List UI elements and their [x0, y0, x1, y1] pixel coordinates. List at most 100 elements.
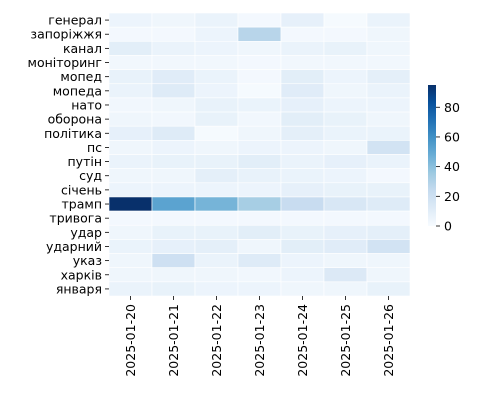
heatmap-cell [280, 40, 325, 56]
y-tick-label: января [56, 281, 102, 296]
heatmap-cell [151, 168, 196, 184]
heatmap-cell [194, 69, 239, 85]
heatmap-cell [280, 97, 325, 113]
heatmap-cell [194, 111, 239, 127]
heatmap-cell [366, 125, 411, 141]
heatmap-cell [108, 281, 153, 297]
heatmap-cell [194, 40, 239, 56]
heatmap-cell [151, 69, 196, 85]
x-tick-label: 2025-01-26 [381, 304, 396, 377]
heatmap-cell [237, 224, 282, 240]
heatmap-cell [323, 83, 368, 99]
heatmap-cell [366, 253, 411, 269]
heatmap-cell [194, 125, 239, 141]
heatmap-cell [280, 239, 325, 254]
colorbar-tick-label: 0 [444, 219, 452, 234]
x-tick-label: 2025-01-24 [295, 304, 310, 377]
heatmap-cell [108, 210, 153, 226]
y-tick-label: генерал [48, 13, 102, 28]
heatmap-cell [108, 125, 153, 141]
heatmap-cell [280, 154, 325, 169]
heatmap-cell [237, 26, 282, 42]
heatmap-cell [237, 168, 282, 184]
heatmap-cell [237, 69, 282, 85]
heatmap-cell [194, 224, 239, 240]
heatmap-cell [151, 253, 196, 269]
heatmap-cell [108, 40, 153, 56]
heatmap-cell [237, 140, 282, 155]
heatmap-cell [151, 97, 196, 113]
heatmap-cell [108, 196, 153, 212]
heatmap-cell [366, 55, 411, 70]
heatmap-cell [194, 55, 239, 70]
heatmap-cell [237, 111, 282, 127]
heatmap-cell [280, 111, 325, 127]
heatmap-cell [323, 253, 368, 269]
colorbar-gradient [428, 85, 436, 226]
heatmap-cell [323, 97, 368, 113]
heatmap-cell [108, 55, 153, 70]
heatmap-cell [366, 210, 411, 226]
heatmap-cell [323, 125, 368, 141]
x-axis-labels: 2025-01-20 2025-01-21 2025-01-22 2025-01-23… [123, 296, 396, 377]
colorbar-tick-label: 80 [444, 100, 460, 115]
heatmap-cell [323, 168, 368, 184]
heatmap-cell [151, 154, 196, 169]
y-tick-label: ударний [46, 239, 102, 254]
heatmap-cell [366, 40, 411, 56]
heatmap-cell [108, 239, 153, 254]
heatmap-cell [323, 224, 368, 240]
heatmap-cell [366, 69, 411, 85]
heatmap-cell [194, 239, 239, 254]
heatmap-cell [366, 168, 411, 184]
y-tick-label: моніторинг [28, 55, 102, 70]
heatmap-cell [237, 267, 282, 283]
heatmap-cell [323, 140, 368, 155]
heatmap-cell [108, 267, 153, 283]
heatmap-cell [108, 83, 153, 99]
heatmap-cell [151, 26, 196, 42]
heatmap-cell [194, 253, 239, 269]
heatmap-cell [108, 69, 153, 85]
heatmap-cell [108, 26, 153, 42]
x-tick-label: 2025-01-20 [123, 304, 138, 377]
heatmap-cell [366, 196, 411, 212]
heatmap-cell [194, 281, 239, 297]
colorbar-tick-label: 60 [444, 129, 460, 144]
heatmap-cell [237, 182, 282, 198]
heatmap-cell [151, 267, 196, 283]
heatmap-cell [323, 40, 368, 56]
y-tick-label: путін [68, 154, 103, 169]
heatmap-cell [366, 12, 411, 28]
heatmap-cell [323, 154, 368, 169]
heatmap-cell [237, 55, 282, 70]
y-tick-label: удар [70, 225, 102, 240]
heatmap-cell [323, 12, 368, 28]
heatmap-cell [151, 111, 196, 127]
heatmap-cell [237, 83, 282, 99]
colorbar-tick-label: 20 [444, 189, 460, 204]
colorbar: 0 20 40 60 80 [428, 85, 460, 234]
heatmap-cell [151, 140, 196, 155]
heatmap-cell [280, 26, 325, 42]
heatmap-cell [237, 154, 282, 169]
heatmap-cell [108, 182, 153, 198]
heatmap-cell [194, 97, 239, 113]
heatmap-cell [237, 253, 282, 269]
heatmap-cell [323, 111, 368, 127]
y-tick-label: мопед [60, 69, 102, 84]
x-tick-label: 2025-01-23 [252, 304, 267, 377]
heatmap-cell [280, 12, 325, 28]
heatmap-cell [194, 210, 239, 226]
heatmap-cell [108, 140, 153, 155]
heatmap-cell [280, 267, 325, 283]
heatmap-cell [366, 281, 411, 297]
heatmap-cell [108, 168, 153, 184]
heatmap-cell [194, 267, 239, 283]
heatmap-cell [151, 12, 196, 28]
colorbar-tick-label: 40 [444, 159, 460, 174]
heatmap-cell [194, 168, 239, 184]
y-tick-label: пс [87, 140, 102, 155]
heatmap-cell [280, 69, 325, 85]
heatmap-cell [366, 111, 411, 127]
